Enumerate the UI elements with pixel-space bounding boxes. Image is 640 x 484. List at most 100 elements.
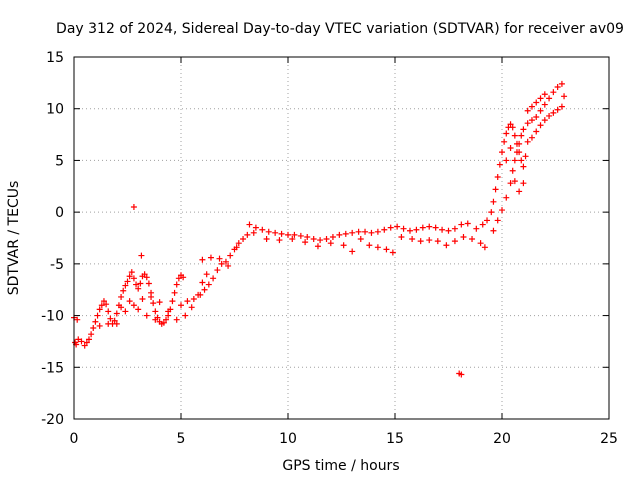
data-point xyxy=(137,280,144,287)
data-point xyxy=(550,89,557,96)
data-point xyxy=(190,296,197,303)
data-point xyxy=(235,240,242,247)
x-tick-label: 0 xyxy=(70,431,79,447)
data-point xyxy=(451,225,458,232)
data-point xyxy=(122,308,129,315)
data-point xyxy=(426,237,433,244)
x-tick-label: 25 xyxy=(600,431,618,447)
data-point xyxy=(88,331,95,338)
data-point xyxy=(340,242,347,249)
data-point xyxy=(413,226,420,233)
data-point xyxy=(484,217,491,224)
data-point xyxy=(126,273,133,280)
data-point xyxy=(383,246,390,253)
data-point xyxy=(499,207,505,214)
data-point xyxy=(546,95,553,102)
data-point xyxy=(533,113,540,120)
data-point xyxy=(511,178,518,185)
data-point xyxy=(394,223,401,230)
data-point xyxy=(499,149,505,156)
data-point xyxy=(252,224,259,231)
data-point xyxy=(419,224,426,231)
data-point xyxy=(216,255,223,262)
data-point xyxy=(113,320,120,327)
data-point xyxy=(524,138,531,145)
data-point xyxy=(246,221,253,228)
data-point xyxy=(244,231,251,238)
data-point xyxy=(171,289,178,296)
data-point xyxy=(74,316,81,323)
data-point xyxy=(278,230,285,237)
data-point xyxy=(201,286,208,293)
data-point xyxy=(537,122,544,129)
data-point xyxy=(240,236,247,243)
data-point xyxy=(130,302,137,309)
data-point xyxy=(81,342,88,349)
data-point xyxy=(387,224,394,231)
data-point xyxy=(259,226,266,233)
data-point xyxy=(111,317,118,324)
data-point xyxy=(496,161,503,168)
data-point xyxy=(490,198,497,205)
data-point xyxy=(524,120,531,127)
data-point xyxy=(225,262,232,269)
data-point xyxy=(145,280,152,287)
data-point xyxy=(554,106,561,113)
data-point xyxy=(90,324,97,331)
data-point xyxy=(85,336,92,343)
data-point xyxy=(199,279,206,286)
data-point xyxy=(105,320,112,327)
data-point xyxy=(113,310,120,317)
data-point xyxy=(135,285,142,292)
data-point xyxy=(126,298,133,305)
data-point xyxy=(492,186,499,193)
data-point xyxy=(537,95,544,102)
data-point xyxy=(509,124,516,131)
data-point xyxy=(524,107,531,114)
data-point xyxy=(445,227,452,234)
y-tick-label: 0 xyxy=(55,205,64,221)
data-point xyxy=(342,230,349,237)
data-point xyxy=(507,121,514,128)
data-point xyxy=(503,194,510,201)
data-point xyxy=(210,275,217,282)
data-point xyxy=(78,338,85,345)
data-point xyxy=(199,256,206,263)
data-point xyxy=(558,80,565,87)
data-point xyxy=(96,322,103,329)
data-point xyxy=(541,101,548,108)
data-point xyxy=(188,304,195,311)
data-point xyxy=(124,278,131,285)
data-point xyxy=(518,157,525,164)
data-point xyxy=(323,236,330,243)
data-point xyxy=(128,269,135,276)
data-point xyxy=(314,243,321,250)
data-point xyxy=(503,157,510,164)
data-point xyxy=(520,180,527,187)
data-point xyxy=(417,238,424,245)
data-point xyxy=(469,236,476,243)
data-point xyxy=(451,238,458,245)
data-point xyxy=(389,249,396,256)
data-point xyxy=(464,220,471,227)
data-point xyxy=(409,236,416,243)
data-point xyxy=(150,300,157,307)
data-point xyxy=(156,299,163,306)
data-point xyxy=(169,298,176,305)
data-point xyxy=(458,221,465,228)
data-point xyxy=(473,225,480,232)
data-point xyxy=(443,242,450,249)
data-point xyxy=(329,233,336,240)
grid-layer xyxy=(74,57,609,419)
data-point xyxy=(490,227,497,234)
data-point xyxy=(439,226,446,233)
data-point xyxy=(173,316,180,323)
data-point xyxy=(250,229,257,236)
y-axis-label: SDTVAR / TECUs xyxy=(6,181,22,296)
data-point xyxy=(92,318,99,325)
data-point xyxy=(197,291,204,298)
data-point xyxy=(558,103,565,110)
x-tick-label: 10 xyxy=(279,431,297,447)
data-point xyxy=(105,308,112,315)
